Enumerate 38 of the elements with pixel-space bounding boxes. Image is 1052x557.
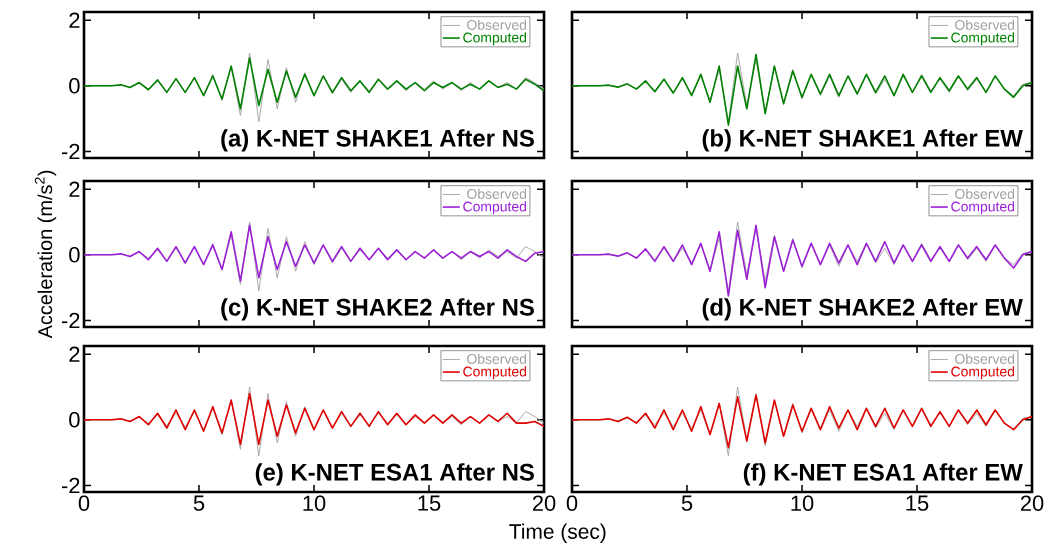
y-tick-label: 0 xyxy=(69,247,80,263)
x-tick-label: 15 xyxy=(906,495,929,511)
x-tick-label: 0 xyxy=(566,495,578,512)
y-tick-label: 2 xyxy=(69,181,80,197)
x-tick-label: 20 xyxy=(1020,495,1044,512)
y-axis-title: Acceleration (m/s$^{2}$) xyxy=(34,170,57,339)
y-tick-label: -2 xyxy=(61,312,80,329)
x-tick-label: 5 xyxy=(681,495,693,511)
annotation: (d) K-NET SHAKE2 After EW xyxy=(702,298,1023,321)
x-axis-title: Time (sec) xyxy=(509,523,606,544)
annotation: (b) K-NET SHAKE1 After EW xyxy=(702,129,1023,152)
y-tick-label: -2 xyxy=(61,477,80,494)
legend-label: Observed xyxy=(955,353,1015,364)
legend-label: Computed xyxy=(951,366,1015,380)
y-tick-label: 2 xyxy=(69,12,80,28)
annotation: (c) K-NET SHAKE2 After NS xyxy=(221,298,534,321)
y-tick-label: -2 xyxy=(61,143,80,160)
annotation: (a) K-NET SHAKE1 After NS xyxy=(221,129,534,152)
x-tick-label: 10 xyxy=(791,495,814,512)
annotation: (f) K-NET ESA1 After EW xyxy=(743,463,1023,486)
legend-label: Observed xyxy=(467,353,527,364)
y-tick-label: 0 xyxy=(69,412,80,428)
annotation: (e) K-NET ESA1 After NS xyxy=(255,463,534,486)
x-tick-label: 15 xyxy=(418,495,441,511)
legend-label: Computed xyxy=(951,201,1015,215)
legend-label: Observed xyxy=(955,19,1015,30)
legend-label: Computed xyxy=(463,201,527,215)
x-tick-label: 20 xyxy=(532,495,556,512)
x-tick-label: 10 xyxy=(303,495,326,512)
legend-label: Computed xyxy=(463,366,527,380)
legend-label: Observed xyxy=(467,19,527,30)
legend-label: Computed xyxy=(463,32,527,46)
legend-label: Observed xyxy=(467,188,527,199)
legend-label: Computed xyxy=(951,32,1015,46)
y-tick-label: 0 xyxy=(69,78,80,94)
legend-label: Observed xyxy=(955,188,1015,199)
x-tick-label: 5 xyxy=(193,495,205,511)
y-tick-label: 2 xyxy=(69,346,80,362)
